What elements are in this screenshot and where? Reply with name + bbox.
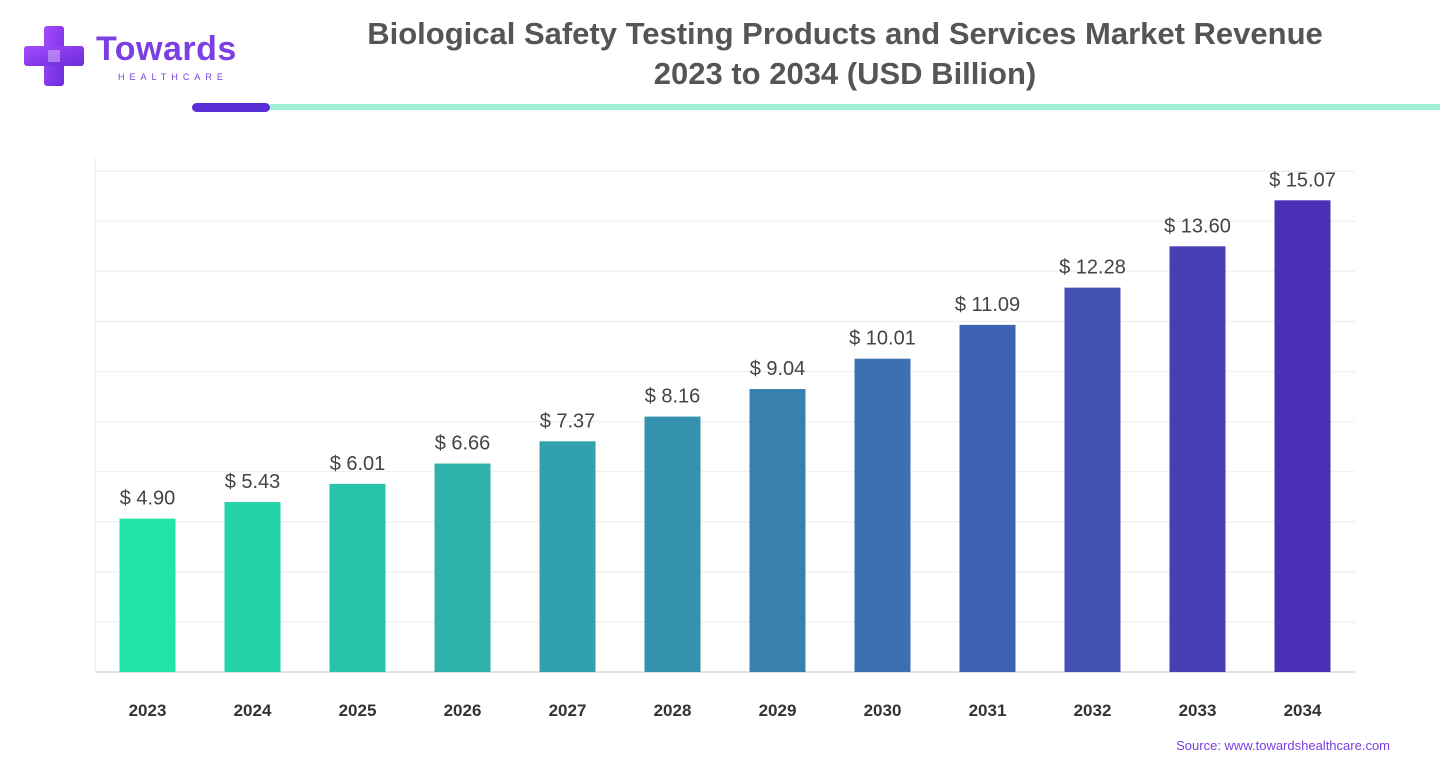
x-tick-label: 2027 <box>549 701 587 720</box>
bar-2026 <box>434 463 491 672</box>
bar-2034 <box>1274 200 1331 672</box>
data-label: $ 15.07 <box>1269 169 1336 191</box>
bar-2027 <box>539 441 596 672</box>
bar-2032 <box>1064 287 1121 672</box>
brand-subtitle: HEALTHCARE <box>118 72 228 82</box>
x-tick-label: 2033 <box>1179 701 1217 720</box>
x-tick-label: 2025 <box>339 701 377 720</box>
data-label: $ 6.01 <box>330 453 386 475</box>
bar-2031 <box>959 324 1016 672</box>
chart-title-line-2: 2023 to 2034 (USD Billion) <box>653 56 1037 91</box>
data-label: $ 11.09 <box>955 294 1020 316</box>
chart-title: Biological Safety Testing Products and S… <box>270 14 1420 94</box>
bar-2029 <box>749 389 806 672</box>
x-tick-label: 2023 <box>129 701 167 720</box>
data-label: $ 7.37 <box>540 410 596 432</box>
data-label: $ 5.43 <box>225 471 281 493</box>
gridlines <box>95 170 1355 673</box>
x-tick-label: 2031 <box>969 701 1007 720</box>
data-label: $ 13.60 <box>1164 215 1231 237</box>
x-tick-label: 2026 <box>444 701 482 720</box>
x-tick-label: 2032 <box>1074 701 1112 720</box>
data-label: $ 4.90 <box>120 488 176 510</box>
bar-2033 <box>1169 246 1226 672</box>
source-note: Source: www.towardshealthcare.com <box>1176 738 1390 753</box>
x-tick-label: 2024 <box>234 701 272 720</box>
bar-2025 <box>329 483 386 672</box>
x-tick-label: 2034 <box>1284 701 1322 720</box>
title-underline-accent <box>192 103 270 112</box>
data-label: $ 12.28 <box>1059 257 1126 279</box>
bar-2030 <box>854 358 911 672</box>
x-tick-label: 2030 <box>864 701 902 720</box>
data-label: $ 6.66 <box>435 433 491 455</box>
x-tick-label: 2028 <box>654 701 692 720</box>
data-label: $ 10.01 <box>849 328 916 350</box>
medical-cross-icon <box>24 26 84 86</box>
bar-2028 <box>644 416 701 672</box>
data-label: $ 8.16 <box>645 386 701 408</box>
brand-name: Towards <box>96 30 237 68</box>
chart-title-line-1: Biological Safety Testing Products and S… <box>367 16 1323 51</box>
title-underline <box>270 104 1440 110</box>
bar-2023 <box>119 518 176 672</box>
data-label: $ 9.04 <box>750 358 806 380</box>
brand-logo: Towards HEALTHCARE <box>22 24 242 88</box>
bar-2024 <box>224 502 281 672</box>
x-tick-label: 2029 <box>759 701 797 720</box>
